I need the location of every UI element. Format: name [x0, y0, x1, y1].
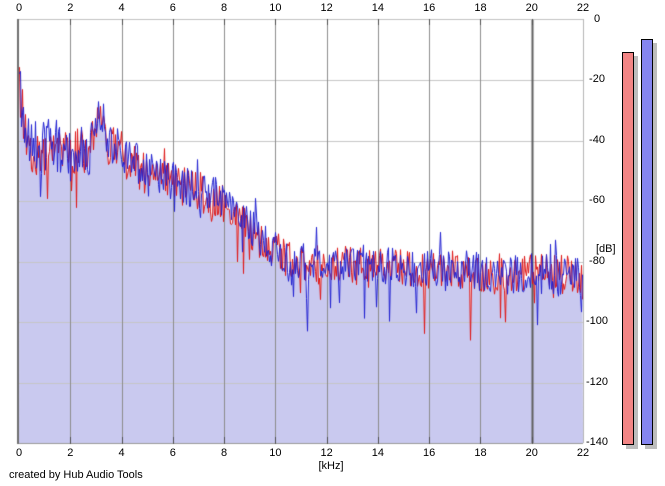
x-tick-label-bottom: 8 [221, 447, 228, 459]
left-channel-level-bar [622, 52, 634, 445]
x-tick-label-top: 0 [15, 2, 23, 14]
x-tick-label-bottom: 2 [67, 447, 74, 459]
x-tick-label-bottom: 4 [118, 447, 125, 459]
y-tick-label: -120 [585, 375, 609, 388]
y-tick-label: -100 [585, 315, 609, 328]
x-tick-label-top: 18 [474, 2, 487, 14]
x-tick-label-top: 6 [169, 2, 176, 14]
x-tick-label-top: 20 [525, 2, 538, 14]
x-tick-label-bottom: 16 [423, 447, 436, 459]
y-tick-label: 0 [593, 13, 601, 25]
x-tick-label-bottom: 0 [15, 447, 23, 459]
x-tick-label-top: 2 [67, 2, 74, 14]
x-tick-label-top: 14 [371, 2, 385, 14]
x-tick-label-top: 16 [423, 2, 436, 14]
x-tick-label-bottom: 6 [169, 447, 176, 459]
x-tick-label-top: 22 [576, 2, 590, 14]
y-axis-unit-label: [dB] [596, 243, 616, 255]
y-tick-label: -140 [585, 436, 609, 448]
x-tick-label-top: 4 [118, 2, 125, 14]
x-tick-label-bottom: 18 [474, 447, 487, 459]
y-tick-label: -80 [589, 254, 605, 267]
y-tick-label: -20 [589, 73, 605, 86]
x-tick-label-top: 12 [320, 2, 333, 14]
x-tick-label-bottom: 12 [320, 447, 333, 459]
x-tick-label-top: 10 [269, 2, 282, 14]
y-tick-label: -40 [589, 133, 605, 146]
y-tick-label: -60 [589, 194, 605, 207]
x-tick-label-bottom: 20 [525, 447, 538, 459]
x-tick-label-top: 8 [221, 2, 228, 14]
credit-text: created by Hub Audio Tools [9, 469, 143, 481]
x-tick-label-bottom: 22 [576, 447, 590, 459]
x-tick-label-bottom: 10 [269, 447, 282, 459]
x-axis-unit-label: [kHz] [318, 460, 344, 472]
right-channel-level-bar [641, 39, 653, 445]
x-tick-label-bottom: 14 [371, 447, 385, 459]
